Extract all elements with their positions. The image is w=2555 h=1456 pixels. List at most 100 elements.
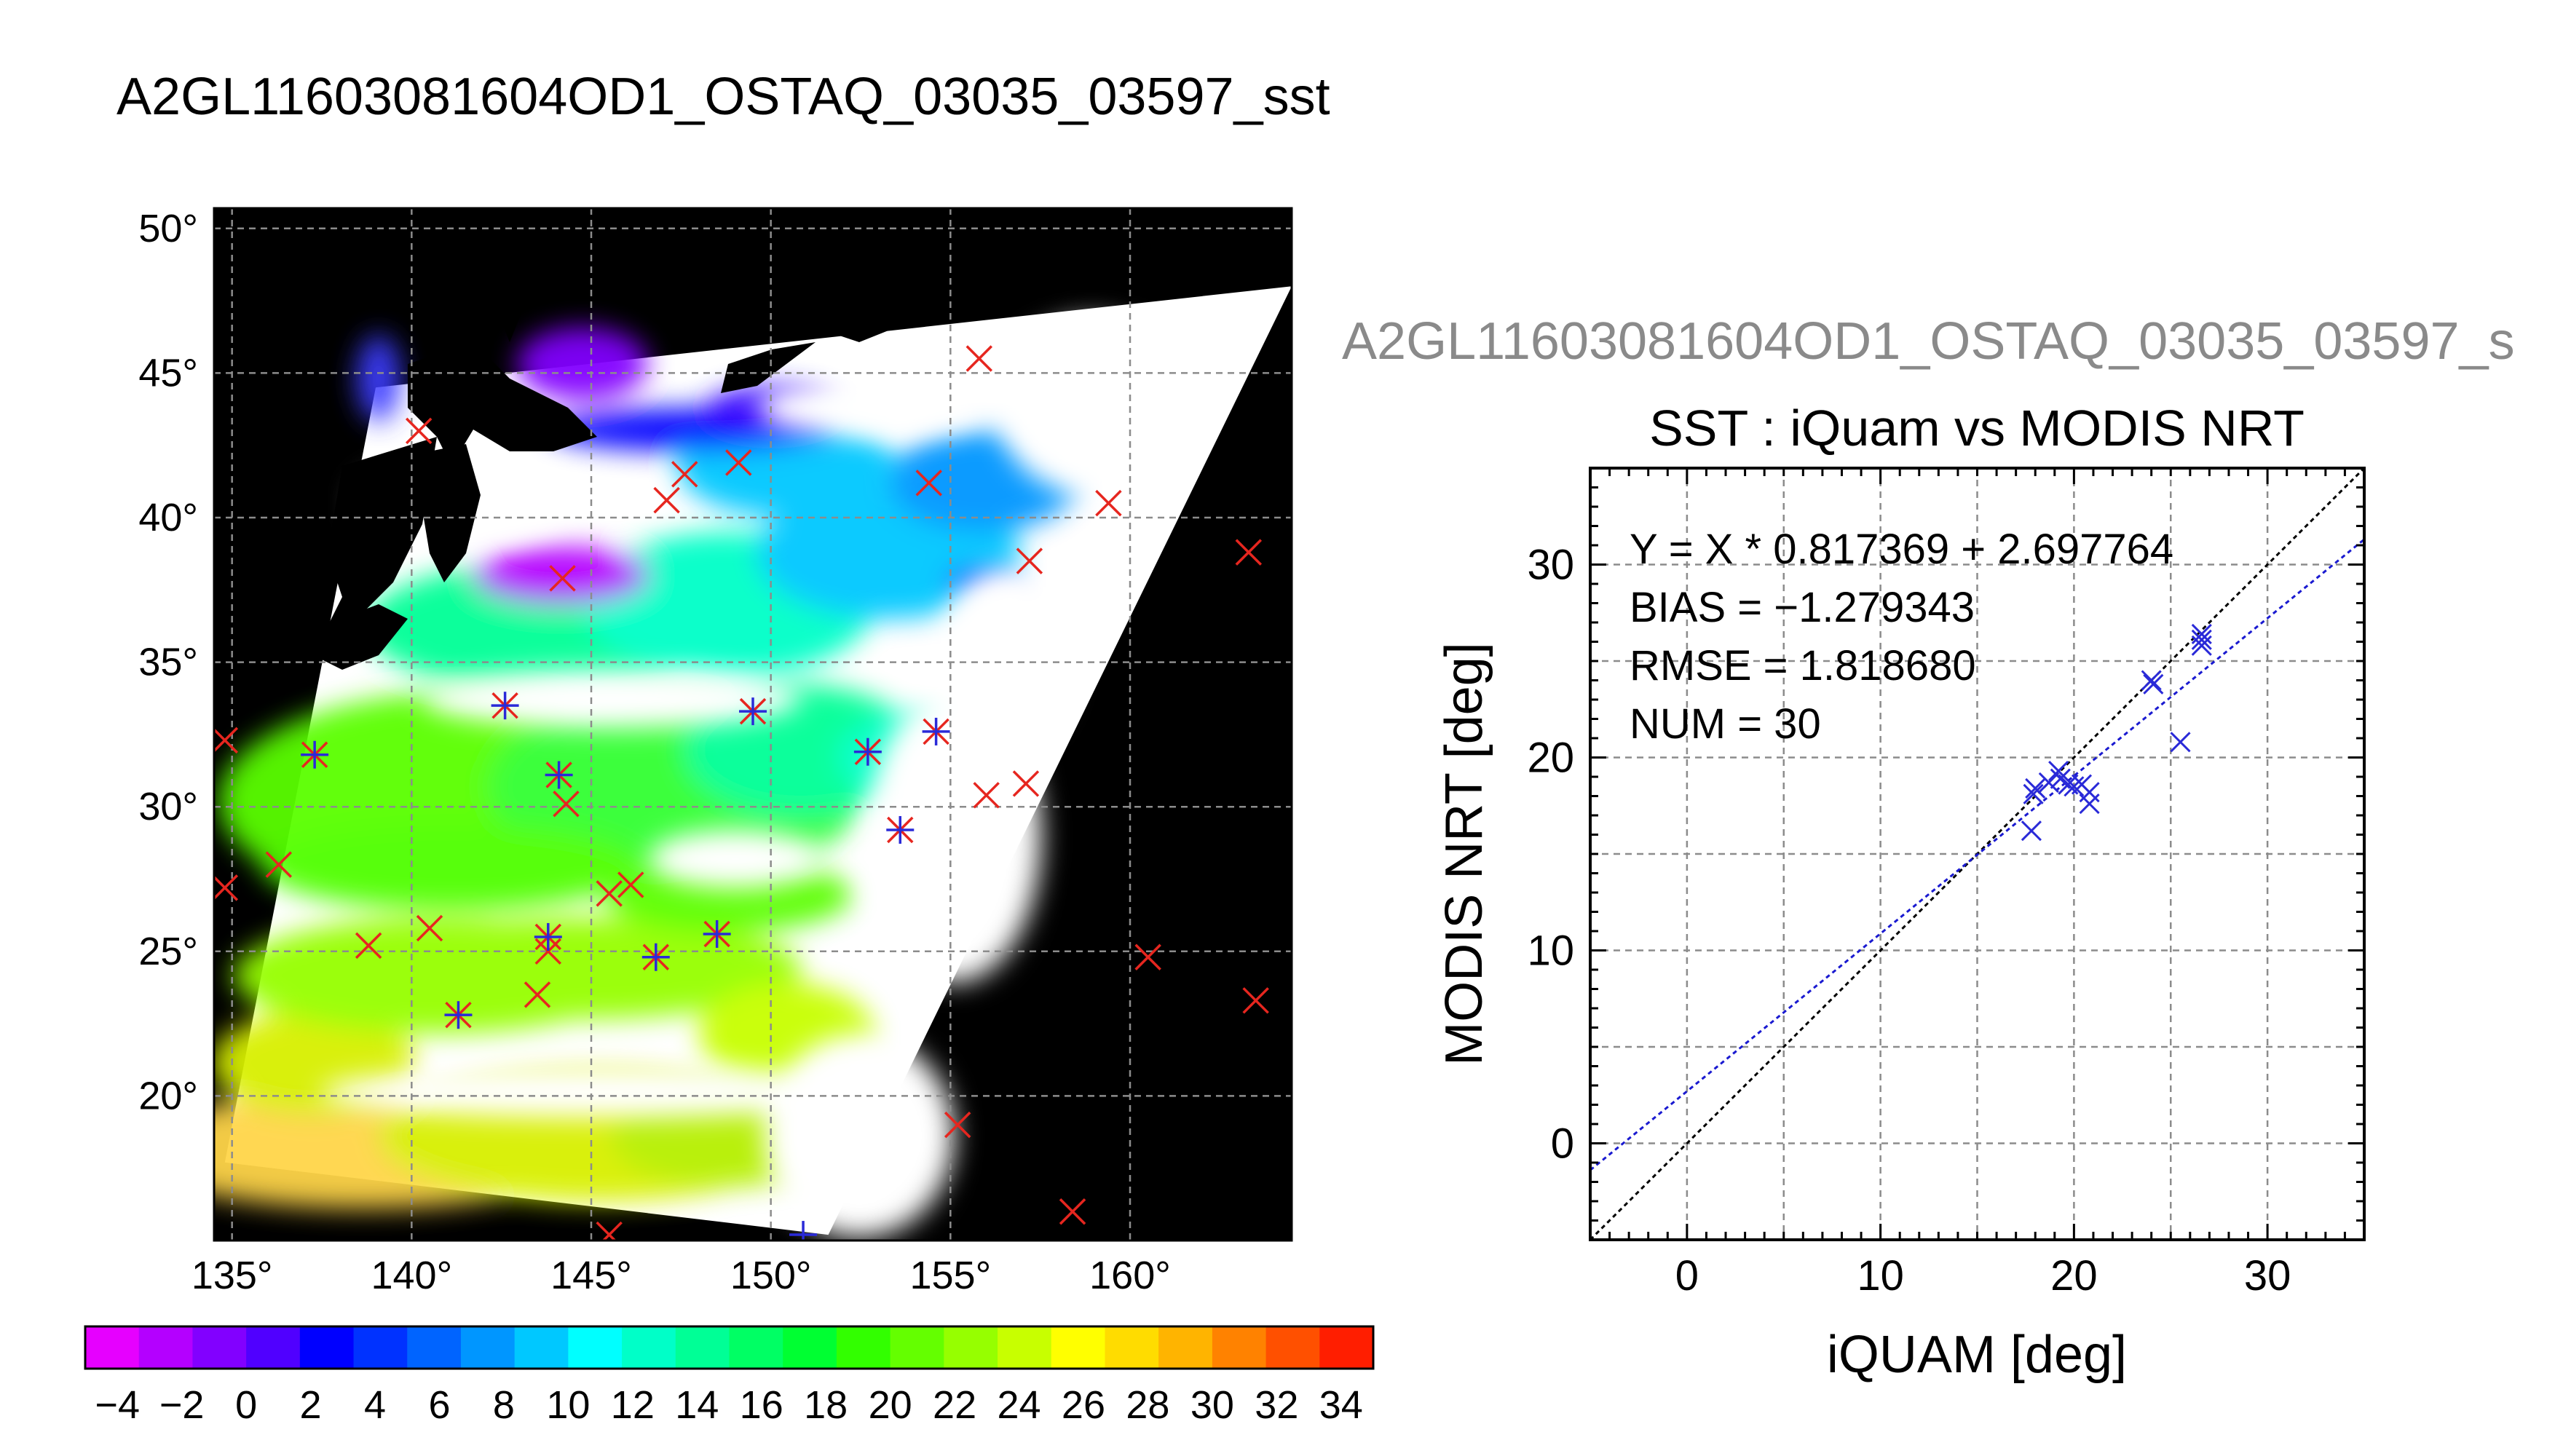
scatter-x-tick-label: 20 (2050, 1252, 2098, 1299)
colorbar-tick-label: 28 (1126, 1383, 1169, 1427)
lon-tick-label: 150° (730, 1254, 812, 1297)
colorbar-segment (1105, 1326, 1159, 1369)
lat-tick-label: 50° (138, 207, 198, 250)
colorbar-tick-label: 20 (869, 1383, 912, 1427)
scatter-annotation: RMSE = 1.818680 (1630, 642, 1976, 689)
colorbar-segment (944, 1326, 998, 1369)
blue-marker (301, 740, 329, 769)
red-marker (214, 874, 239, 901)
iquam-match-markers (214, 345, 1269, 1241)
red-marker (671, 461, 698, 488)
colorbar-segment (514, 1326, 569, 1369)
blue-marker (922, 717, 950, 745)
red-marker (944, 1111, 971, 1139)
blue-marker (789, 1221, 818, 1241)
sst-map-panel: 135° 140° 145° 150° 155° 160° 20° 25° 30° 35° 40° 4… (138, 207, 1293, 1297)
sst-colorbar: −4 −2 0 2 4 6 8 10 12 14 16 18 20 22 24 26 28 30 32 34 (84, 1325, 1375, 1427)
red-marker (1235, 539, 1263, 566)
main-title: A2GL11603081604OD1_OSTAQ_03035_03597_sst (117, 68, 1330, 126)
colorbar-segment (836, 1326, 891, 1369)
scatter-x-tick-label: 10 (1857, 1252, 1904, 1299)
scatter-title: SST : iQuam vs MODIS NRT (1649, 400, 2305, 456)
lat-tick-label: 30° (138, 785, 198, 828)
colorbar-tick-label: 4 (364, 1383, 386, 1427)
colorbar-segment (460, 1326, 516, 1369)
colorbar-tick-label: −4 (95, 1383, 140, 1427)
red-marker (973, 782, 1000, 809)
colorbar-segment (192, 1326, 247, 1369)
red-marker (524, 981, 551, 1008)
colorbar-segment (1265, 1326, 1320, 1369)
blue-marker (886, 815, 915, 844)
lon-tick-label: 135° (191, 1254, 273, 1297)
map-tick-labels: 135° 140° 145° 150° 155° 160° 20° 25° 30° 35° 40° 4… (138, 207, 1171, 1297)
red-marker (1242, 987, 1269, 1014)
red-marker (915, 470, 942, 496)
scatter-point (2038, 772, 2059, 794)
colorbar-tick-label: 22 (933, 1383, 976, 1427)
scatter-x-tick-label: 30 (2244, 1252, 2291, 1299)
colorbar-segment (138, 1326, 194, 1369)
red-marker (965, 345, 993, 372)
colorbar-tick-label: 30 (1190, 1383, 1234, 1427)
map-graticule (214, 208, 1292, 1241)
colorbar-tick-label: −2 (159, 1383, 205, 1427)
blue-marker (491, 692, 519, 720)
red-marker (596, 1221, 623, 1241)
colorbar-segment (85, 1326, 140, 1369)
scatter-point (2064, 776, 2085, 797)
scatter-x-tick-label: 0 (1675, 1252, 1699, 1299)
scatter-y-tick-label: 10 (1527, 927, 1574, 975)
lat-tick-label: 20° (138, 1074, 198, 1117)
red-marker (725, 449, 752, 476)
lon-tick-label: 145° (550, 1254, 632, 1297)
scatter-point (2021, 820, 2042, 842)
red-marker (416, 914, 443, 942)
scatter-points (2021, 623, 2212, 842)
colorbar-segment (299, 1326, 355, 1369)
red-marker (549, 565, 576, 592)
colorbar-tick-label: 34 (1319, 1383, 1363, 1427)
scatter-y-tick-label: 0 (1551, 1120, 1574, 1168)
scatter-point (2191, 629, 2212, 650)
scatter-annotation: NUM = 30 (1630, 700, 1821, 748)
lat-tick-label: 35° (138, 641, 198, 684)
scatter-point (2141, 670, 2162, 691)
colorbar-segment (1212, 1326, 1267, 1369)
scatter-point (2191, 635, 2212, 656)
colorbar-segment (246, 1326, 301, 1369)
colorbar-tick-label: 6 (428, 1383, 450, 1427)
colorbar-segment (998, 1326, 1052, 1369)
colorbar-tick-label: 32 (1255, 1383, 1298, 1427)
scatter-lines (1590, 468, 2364, 1240)
blue-marker (641, 943, 670, 971)
map-frame (213, 207, 1293, 1242)
scatter-panel: SST : iQuam vs MODIS NRT 0 10 20 300102030 … (1435, 400, 2366, 1384)
red-marker (596, 880, 623, 907)
red-marker (553, 790, 580, 818)
colorbar-tick-label: 26 (1062, 1383, 1105, 1427)
colorbar-tick-label: 10 (546, 1383, 590, 1427)
red-marker (534, 938, 562, 965)
scatter-point (2023, 783, 2044, 804)
colorbar-tick-label: 2 (300, 1383, 322, 1427)
cloud-gaps (320, 320, 1187, 1238)
colorbar-tick-label: 14 (675, 1383, 719, 1427)
scatter-x-label: iQUAM [deg] (1827, 1326, 2127, 1384)
lat-tick-label: 40° (138, 496, 198, 539)
red-marker (1134, 943, 1161, 970)
colorbar-tick-label: 16 (740, 1383, 783, 1427)
lat-tick-label: 45° (138, 351, 198, 395)
colorbar-segment (1051, 1326, 1106, 1369)
colorbar-segment (622, 1326, 676, 1369)
colorbar-frame (84, 1325, 1375, 1370)
colorbar-tick-label: 24 (997, 1383, 1040, 1427)
blue-marker (739, 697, 767, 726)
blue-marker (853, 737, 882, 766)
red-marker (1012, 770, 1040, 797)
colorbar-tick-label: 18 (804, 1383, 848, 1427)
colorbar-segment (353, 1326, 408, 1369)
colorbar-tick-label: 8 (493, 1383, 515, 1427)
blue-marker (545, 761, 573, 789)
